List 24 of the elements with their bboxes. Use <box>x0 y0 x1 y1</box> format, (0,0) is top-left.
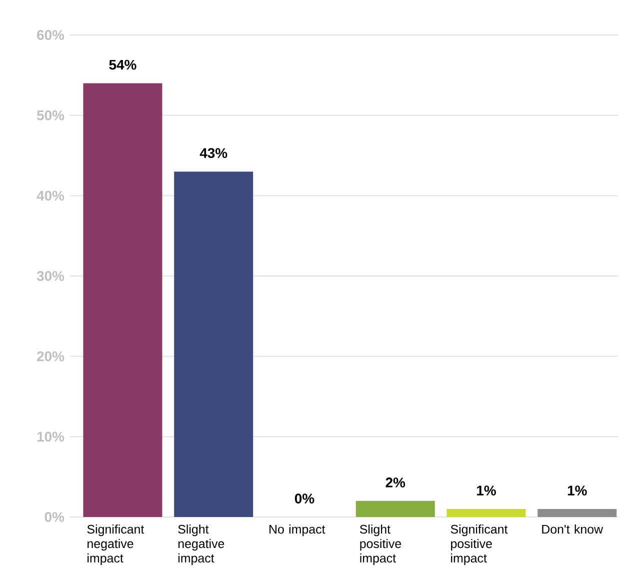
x-tick-label: Slight negative impact <box>178 524 224 566</box>
y-tick-label: 20% <box>37 351 64 362</box>
x-tick-label: Don't know <box>542 524 604 534</box>
y-tick-label: 40% <box>36 190 64 201</box>
data-label: 1% <box>477 486 496 496</box>
x-tick-label: Slight positive impact <box>360 524 402 566</box>
y-tick-label: 30% <box>36 271 64 281</box>
bar <box>538 508 617 517</box>
data-label: 1% <box>568 486 587 496</box>
y-tick-label: 60% <box>37 30 64 40</box>
x-tick-label: No impact <box>270 524 326 536</box>
bar <box>174 172 254 517</box>
data-label: 43% <box>200 148 228 158</box>
y-tick-label: 50% <box>36 110 64 120</box>
y-tick-label: 10% <box>37 432 64 442</box>
y-tick-label: 0% <box>44 512 64 522</box>
bar <box>83 83 162 517</box>
bar <box>446 508 526 517</box>
x-tick-label: Significant negative impact <box>87 524 144 566</box>
x-tick-label: Significant positive impact <box>450 524 508 566</box>
data-label: 0% <box>294 494 314 504</box>
data-label: 2% <box>386 478 406 488</box>
bar <box>356 500 435 517</box>
data-label: 54% <box>109 60 136 70</box>
